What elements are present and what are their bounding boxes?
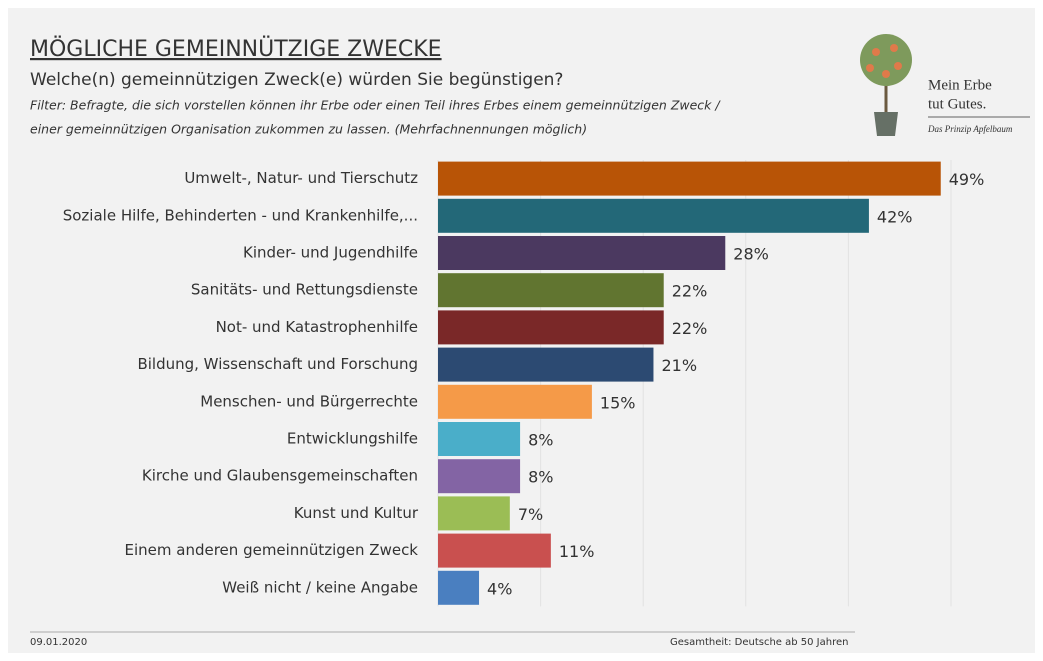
footer-note: Gesamtheit: Deutsche ab 50 Jahren [670, 637, 848, 648]
bar [438, 161, 941, 196]
value-label: 22% [672, 319, 708, 338]
value-label: 4% [487, 579, 512, 598]
value-label: 7% [518, 505, 543, 524]
category-label: Kirche und Glaubensgemeinschaften [142, 467, 418, 485]
value-label: 49% [949, 170, 985, 189]
bar [438, 273, 664, 308]
bar [438, 570, 480, 605]
bar [438, 198, 869, 233]
category-label: Menschen- und Bürgerrechte [200, 392, 418, 410]
bar [438, 533, 551, 568]
value-label: 8% [528, 468, 553, 487]
bar [438, 347, 654, 382]
category-label: Not- und Katastrophenhilfe [216, 318, 418, 336]
bar [438, 459, 521, 494]
logo-text: tut Gutes. [928, 96, 986, 112]
category-label: Kinder- und Jugendhilfe [243, 244, 418, 262]
value-label: 8% [528, 431, 553, 450]
logo-text: Das Prinzip Apfelbaum [927, 124, 1013, 134]
bar [438, 496, 510, 531]
filter-line: einer gemeinnützigen Organisation zukomm… [30, 122, 587, 137]
category-label: Weiß nicht / keine Angabe [222, 578, 418, 596]
logo-tree [860, 34, 912, 136]
category-label: Sanitäts- und Rettungsdienste [191, 281, 418, 299]
bar [438, 310, 664, 345]
filter-line: Filter: Befragte, die sich vorstellen kö… [30, 98, 721, 113]
category-label: Umwelt-, Natur- und Tierschutz [184, 169, 418, 187]
category-label: Entwicklungshilfe [287, 430, 418, 448]
value-label: 42% [877, 207, 913, 226]
value-label: 21% [661, 356, 697, 375]
bar [438, 384, 592, 419]
category-label: Bildung, Wissenschaft und Forschung [137, 355, 418, 373]
subtitle: Welche(n) gemeinnützigen Zweck(e) würden… [30, 70, 563, 90]
value-label: 11% [559, 542, 595, 561]
chart-title: MÖGLICHE GEMEINNÜTZIGE ZWECKE [30, 36, 442, 62]
logo-text: Mein Erbe [928, 77, 992, 93]
category-label: Kunst und Kultur [294, 504, 419, 522]
value-label: 15% [600, 393, 636, 412]
value-label: 28% [733, 245, 769, 264]
value-label: 22% [672, 282, 708, 301]
footer-date: 09.01.2020 [30, 637, 87, 648]
category-label: Einem anderen gemeinnützigen Zweck [125, 541, 419, 559]
bar [438, 236, 726, 270]
category-label: Soziale Hilfe, Behinderten - und Kranken… [63, 206, 418, 224]
bar [438, 422, 521, 456]
